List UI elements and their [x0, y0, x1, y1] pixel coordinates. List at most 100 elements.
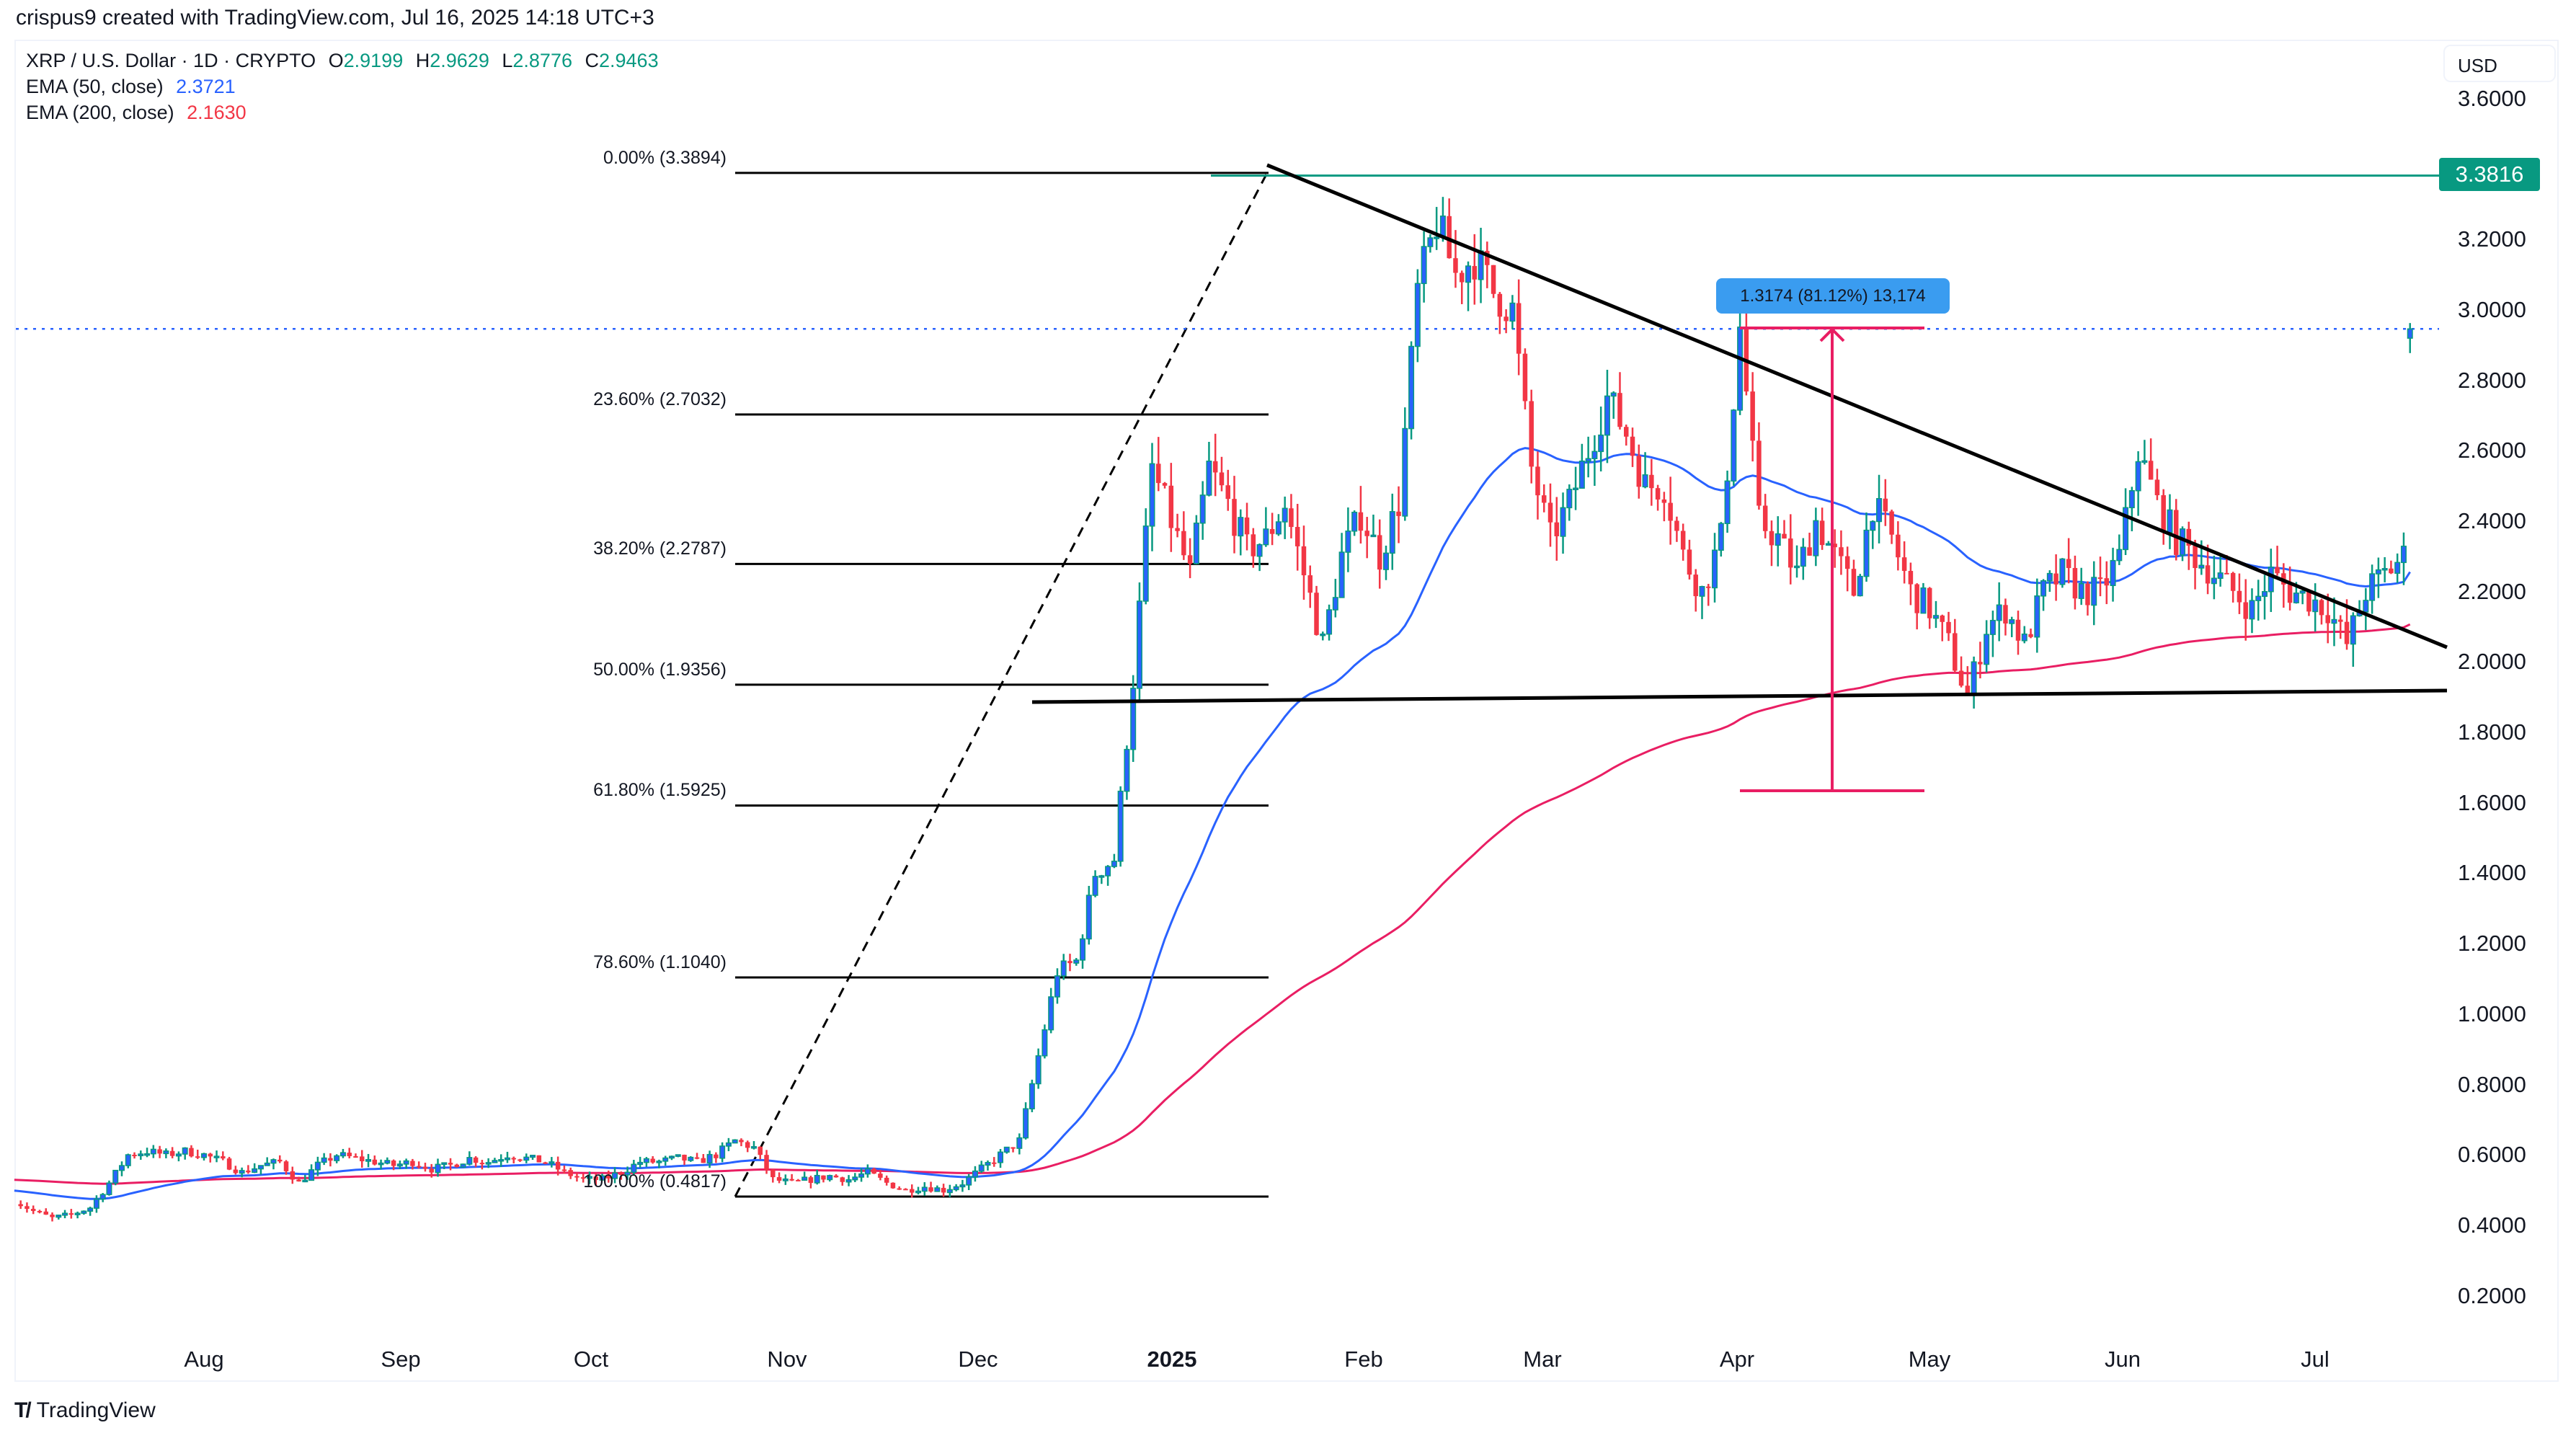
candle — [1578, 443, 1585, 489]
candle — [2097, 556, 2103, 597]
candle — [1434, 207, 1440, 250]
y-tick-label: 1.0000 — [2458, 1001, 2526, 1026]
candle — [1011, 1147, 1016, 1153]
tradingview-logo[interactable]: T/ TradingView — [14, 1398, 156, 1422]
candle — [1382, 545, 1389, 580]
candle — [2059, 558, 2066, 588]
candle — [2268, 549, 2274, 613]
candle — [1048, 988, 1054, 1034]
candle — [2128, 487, 2135, 532]
chart-credit: crispus9 created with TradingView.com, J… — [16, 6, 654, 30]
candle — [2034, 578, 2040, 653]
candle — [694, 1153, 700, 1160]
candle — [1244, 502, 1250, 551]
candle — [498, 1154, 505, 1167]
candle — [1585, 436, 1591, 478]
candle — [953, 1184, 959, 1192]
candle — [1642, 452, 1648, 489]
candle — [296, 1176, 301, 1182]
candle — [612, 1167, 618, 1184]
candle — [1940, 614, 1945, 642]
candle — [441, 1162, 448, 1169]
symbol-row[interactable]: XRP / U.S. Dollar · 1D · CRYPTO O2.9199 … — [26, 50, 659, 71]
candle — [745, 1140, 750, 1153]
candle — [1636, 444, 1642, 499]
candle — [1301, 525, 1307, 600]
candle — [1232, 476, 1237, 554]
x-tick-label: Sep — [381, 1347, 421, 1372]
candle — [1016, 1133, 1023, 1155]
candle — [2148, 438, 2154, 480]
ema200-row[interactable]: EMA (200, close) 2.1630 — [26, 102, 247, 123]
candle — [2091, 561, 2097, 626]
candle — [435, 1158, 441, 1177]
candle — [2003, 598, 2008, 636]
candle — [827, 1174, 833, 1182]
candle — [106, 1180, 112, 1196]
candle — [1896, 521, 1901, 571]
candle — [403, 1158, 409, 1169]
candle — [574, 1172, 579, 1182]
candle — [1389, 493, 1395, 570]
candle — [1630, 427, 1635, 467]
candle — [1863, 512, 1870, 582]
candle — [62, 1210, 68, 1219]
candle — [1876, 474, 1883, 544]
candle — [1825, 541, 1831, 546]
y-tick-label: 1.8000 — [2458, 719, 2526, 745]
candle — [2375, 557, 2381, 598]
candle — [897, 1186, 902, 1190]
candle — [2141, 440, 2148, 465]
candle — [1156, 437, 1161, 492]
low-value: 2.8776 — [512, 50, 572, 71]
candle — [1953, 618, 1958, 673]
candle — [2319, 598, 2324, 625]
currency-selector[interactable]: USD — [2443, 45, 2556, 82]
candle — [416, 1161, 422, 1169]
ema200-line — [14, 623, 2411, 1185]
candle — [543, 1161, 548, 1165]
x-tick-label: Oct — [573, 1347, 609, 1372]
candle — [2217, 556, 2224, 587]
candle — [1320, 631, 1326, 641]
candle — [1491, 265, 1496, 298]
candle — [239, 1167, 245, 1178]
candle — [890, 1182, 896, 1189]
fib-level-label: 61.80% (1.5925) — [593, 780, 727, 801]
candle — [257, 1165, 264, 1175]
candle — [74, 1211, 81, 1219]
candle — [30, 1205, 36, 1215]
candle — [2154, 469, 2160, 500]
candle — [429, 1163, 434, 1178]
ema50-row[interactable]: EMA (50, close) 2.3721 — [26, 76, 236, 97]
candle — [1731, 409, 1737, 486]
candle — [1212, 433, 1218, 497]
candle — [504, 1151, 510, 1163]
candle — [1617, 372, 1622, 430]
y-tick-label: 2.0000 — [2458, 649, 2526, 675]
candle — [1687, 539, 1692, 580]
candle — [314, 1156, 321, 1176]
candle — [1003, 1146, 1010, 1154]
candle — [1294, 504, 1300, 571]
candle — [163, 1148, 169, 1158]
candle — [1282, 496, 1288, 539]
x-tick-label: Aug — [184, 1347, 224, 1372]
candle — [138, 1150, 144, 1160]
candle — [2193, 539, 2198, 590]
candle — [1054, 968, 1060, 1004]
candle — [2009, 616, 2015, 637]
candle — [270, 1158, 277, 1170]
candle — [55, 1215, 62, 1220]
candle — [1345, 507, 1351, 572]
candle — [1800, 538, 1806, 580]
candle — [1610, 391, 1617, 419]
candle — [1819, 507, 1825, 550]
candle — [852, 1173, 858, 1182]
candle — [1035, 1048, 1041, 1089]
tradingview-logo-icon: T/ — [14, 1398, 32, 1422]
y-tick-label: 0.6000 — [2458, 1142, 2526, 1168]
candle — [1932, 600, 1939, 629]
candle — [1920, 582, 1927, 614]
